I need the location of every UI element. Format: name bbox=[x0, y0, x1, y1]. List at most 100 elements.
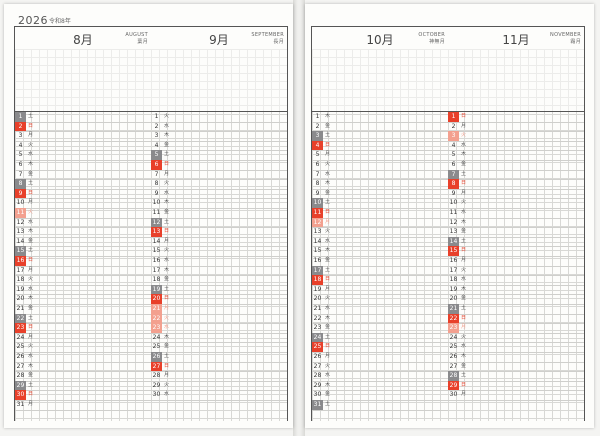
day-row[interactable]: 14 金 bbox=[15, 237, 151, 248]
day-row[interactable]: 25 水 bbox=[448, 342, 584, 353]
day-row[interactable]: 29 火 bbox=[151, 381, 287, 392]
day-row[interactable]: 26 月 bbox=[312, 352, 448, 363]
day-row[interactable]: 23 月 bbox=[448, 323, 584, 334]
month-column-november[interactable]: 11月 NOVEMBER 霜月 1 日 2 月 3 火 4 水 5 木 6 金 7 土 8 日 9 月 10 火 11 水 12 木… bbox=[448, 26, 585, 421]
day-row[interactable]: 30 金 bbox=[312, 390, 448, 401]
day-row[interactable]: 25 日 bbox=[312, 342, 448, 353]
day-row[interactable]: 26 木 bbox=[448, 352, 584, 363]
day-row[interactable]: 12 木 bbox=[448, 218, 584, 229]
day-row[interactable]: 15 火 bbox=[151, 246, 287, 257]
day-row[interactable]: 22 火 bbox=[151, 313, 287, 325]
day-row[interactable]: 11 水 bbox=[448, 208, 584, 219]
day-row[interactable]: 14 水 bbox=[312, 237, 448, 248]
day-row[interactable]: 27 木 bbox=[15, 362, 151, 373]
day-row[interactable]: 30 水 bbox=[151, 390, 287, 401]
day-row[interactable]: 10 火 bbox=[448, 198, 584, 209]
day-row[interactable]: 13 火 bbox=[312, 227, 448, 238]
day-row[interactable]: 27 火 bbox=[312, 362, 448, 373]
day-row[interactable]: 19 木 bbox=[448, 285, 584, 296]
day-row[interactable]: 16 水 bbox=[151, 256, 287, 267]
memo-area[interactable] bbox=[448, 49, 584, 111]
day-row[interactable]: 31 土 bbox=[312, 400, 448, 411]
day-row[interactable]: 20 日 bbox=[151, 294, 287, 305]
day-row[interactable]: 23 金 bbox=[312, 323, 448, 334]
day-row[interactable]: 27 金 bbox=[448, 362, 584, 373]
day-row[interactable]: 20 金 bbox=[448, 294, 584, 305]
day-row[interactable]: 30 月 bbox=[448, 390, 584, 401]
day-row[interactable]: 26 土 bbox=[151, 352, 287, 363]
day-row[interactable]: 11 火 bbox=[15, 208, 151, 219]
day-row[interactable]: 23 水 bbox=[151, 323, 287, 334]
day-row[interactable]: 24 月 bbox=[15, 333, 151, 344]
day-row[interactable]: 25 金 bbox=[151, 342, 287, 353]
memo-area[interactable] bbox=[15, 49, 151, 111]
day-row[interactable]: 10 月 bbox=[15, 198, 151, 209]
day-row[interactable]: 21 土 bbox=[448, 304, 584, 315]
day-row[interactable]: 17 土 bbox=[312, 265, 448, 277]
day-row[interactable]: 18 日 bbox=[312, 275, 448, 286]
day-row[interactable]: 10 木 bbox=[151, 198, 287, 209]
day-row[interactable]: 29 土 bbox=[15, 380, 151, 392]
day-row[interactable]: 16 金 bbox=[312, 256, 448, 267]
day-row[interactable]: 16 日 bbox=[15, 256, 151, 267]
day-row[interactable]: 15 日 bbox=[448, 246, 584, 257]
day-row[interactable]: 28 水 bbox=[312, 371, 448, 382]
day-row[interactable]: 12 土 bbox=[151, 217, 287, 229]
day-row[interactable]: 18 水 bbox=[448, 275, 584, 286]
day-row[interactable]: 22 木 bbox=[312, 314, 448, 325]
day-row[interactable]: 25 火 bbox=[15, 342, 151, 353]
day-row[interactable]: 11 金 bbox=[151, 208, 287, 219]
memo-area[interactable] bbox=[312, 49, 448, 111]
day-row[interactable]: 23 日 bbox=[15, 323, 151, 334]
day-row[interactable]: 13 木 bbox=[15, 227, 151, 238]
day-row[interactable]: 17 火 bbox=[448, 266, 584, 277]
day-row[interactable]: 19 水 bbox=[15, 285, 151, 296]
day-row[interactable]: 27 日 bbox=[151, 361, 287, 373]
day-row[interactable]: 28 土 bbox=[448, 371, 584, 382]
month-column-october[interactable]: 10月 OCTOBER 神無月 1 木 2 金 3 土 4 日 5 月 6 火 7 水 8 木 9 金 10 土 11 日 12 月… bbox=[311, 26, 449, 421]
day-row[interactable]: 18 火 bbox=[15, 275, 151, 286]
day-row[interactable]: 21 月 bbox=[151, 304, 287, 315]
day-row[interactable]: 24 火 bbox=[448, 333, 584, 344]
day-row[interactable]: 31 月 bbox=[15, 400, 151, 411]
day-row[interactable]: 22 日 bbox=[448, 313, 584, 325]
day-row[interactable]: 19 土 bbox=[151, 284, 287, 296]
month-column-august[interactable]: 8月 AUGUST 葉月 1 土 2 日 3 月 4 火 5 水 6 木 7 金 8 土 9 日 10 月 11 火 12 水 13 木… bbox=[14, 26, 152, 421]
month-column-september[interactable]: 9月 SEPTEMBER 長月 1 火 2 水 3 木 4 金 5 土 6 日 7 月 8 火 9 水 10 木 11 金 12 土… bbox=[151, 26, 288, 421]
day-row[interactable]: 13 金 bbox=[448, 227, 584, 238]
day-row[interactable]: 24 土 bbox=[312, 332, 448, 344]
day-row[interactable]: 11 日 bbox=[312, 208, 448, 219]
day-row[interactable]: 24 木 bbox=[151, 333, 287, 344]
day-row[interactable]: 29 木 bbox=[312, 381, 448, 392]
day-row[interactable]: 30 日 bbox=[15, 390, 151, 401]
day-row[interactable]: 16 月 bbox=[448, 256, 584, 267]
day-row[interactable]: 29 日 bbox=[448, 380, 584, 392]
day-row[interactable]: 22 土 bbox=[15, 313, 151, 325]
day-row[interactable]: 13 日 bbox=[151, 227, 287, 238]
